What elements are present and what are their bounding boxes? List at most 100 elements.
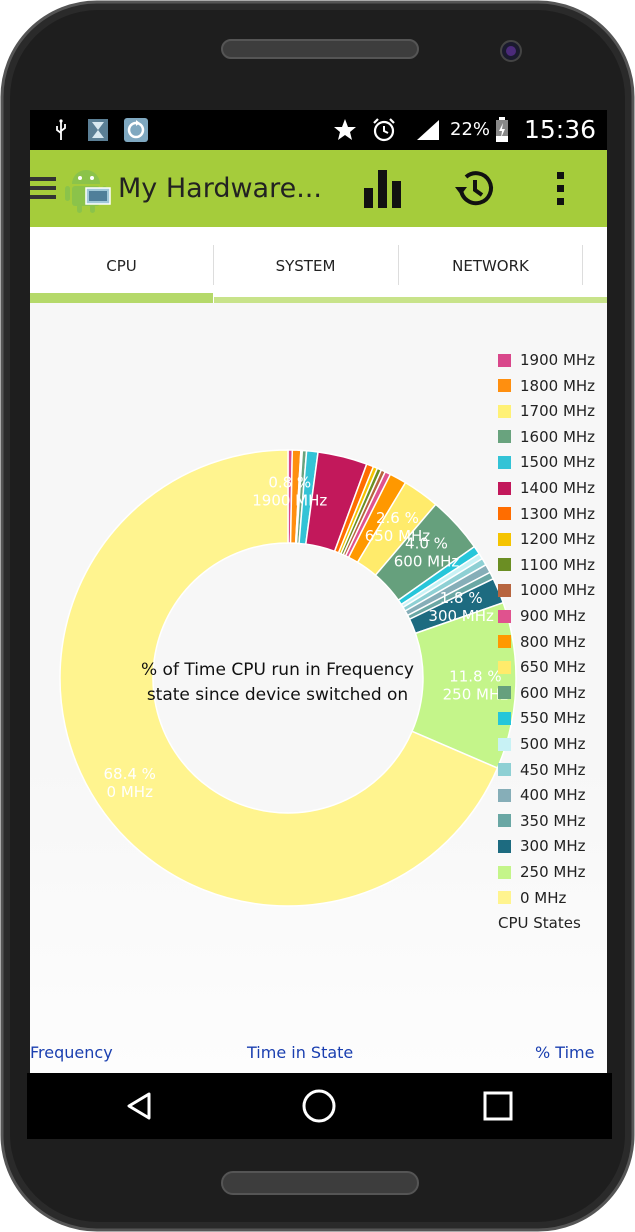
home-button[interactable] (301, 1088, 337, 1124)
hourglass-icon (86, 116, 110, 144)
legend-label: 1600 MHz (520, 427, 596, 446)
status-bar: 22% 15:36 (30, 110, 607, 150)
tab-system[interactable]: SYSTEM (275, 257, 336, 275)
legend-label: 0 MHz (520, 888, 567, 907)
tab-underline (214, 297, 607, 303)
column-header-time-in-state[interactable]: Time in State (247, 1043, 354, 1062)
legend-item: 500 MHz (498, 732, 586, 756)
legend-label: 500 MHz (520, 735, 586, 753)
tab-bar: CPU SYSTEM NETWORK (30, 227, 607, 303)
tab-cpu[interactable]: CPU (106, 257, 137, 275)
legend-swatch (498, 507, 511, 521)
legend-label: 1700 MHz (520, 402, 596, 421)
slice-label: 2.6 % (376, 509, 419, 527)
legend-swatch (498, 865, 511, 879)
legend-swatch (498, 455, 511, 469)
legend-swatch (498, 430, 511, 444)
legend-item: 1100 MHz (498, 553, 595, 577)
legend-label: 1300 MHz (520, 504, 596, 523)
legend-label: 350 MHz (520, 811, 586, 830)
legend-item: 1500 MHz (498, 450, 595, 474)
legend-label: 400 MHz (520, 786, 586, 805)
legend-label: 250 MHz (520, 863, 586, 881)
slice-label: 4.0 % (405, 535, 448, 553)
legend-swatch (498, 583, 511, 597)
slice-label: 300 MHz (428, 607, 494, 625)
device-screen: 22% 15:36 My Hardware... (30, 110, 607, 1073)
legend-item: 650 MHz (498, 655, 586, 679)
legend-swatch (498, 353, 511, 367)
legend-swatch (498, 686, 511, 700)
legend-label: 600 MHz (520, 683, 586, 702)
tab-network[interactable]: NETWORK (452, 257, 529, 275)
legend-label: 650 MHz (520, 658, 586, 677)
legend-item: 1400 MHz (498, 476, 595, 500)
column-header-frequency[interactable]: Frequency (30, 1043, 113, 1062)
active-tab-indicator (30, 293, 213, 303)
donut-hole (154, 544, 422, 812)
slice-label: 0 MHz (107, 783, 154, 801)
recents-button[interactable] (483, 1091, 513, 1121)
legend-swatch (498, 711, 511, 725)
android-logo-icon (64, 164, 112, 214)
legend-swatch (498, 839, 511, 853)
legend-label: 1200 MHz (520, 530, 596, 549)
legend-item: 0 MHz (498, 886, 566, 910)
legend-item: 900 MHz (498, 604, 586, 628)
back-button[interactable] (125, 1091, 155, 1121)
pie-slice[interactable] (59, 449, 499, 907)
battery-percent: 22% (450, 119, 491, 140)
legend-item: 800 MHz (498, 630, 586, 654)
legend-title-label: CPU States (498, 914, 581, 933)
legend-label: 1900 MHz (520, 351, 596, 369)
legend-swatch (498, 635, 511, 649)
legend-label: 800 MHz (520, 632, 586, 651)
chart-center-label: % of Time CPU run in Frequency state sin… (120, 658, 435, 708)
legend-label: 1000 MHz (520, 581, 596, 600)
bar-chart-icon[interactable] (362, 168, 404, 210)
legend-label: 550 MHz (520, 709, 586, 728)
legend-swatch (498, 763, 511, 777)
legend-swatch (498, 481, 511, 495)
legend-swatch (498, 558, 511, 572)
cpu-tab-content: 68.4 % 0 MHz 11.8 % 250 MHz 4.0 % 600 MHz 2.6 … (30, 303, 607, 1073)
legend-label: 1500 MHz (520, 453, 596, 472)
legend-item: 550 MHz (498, 706, 586, 730)
hamburger-menu-icon[interactable] (30, 177, 58, 201)
legend-label: 450 MHz (520, 760, 586, 779)
history-icon[interactable] (452, 167, 496, 211)
legend-item: 1600 MHz (498, 425, 595, 449)
legend-item: 300 MHz (498, 834, 586, 858)
cpu-states-donut-chart: 68.4 %0 MHz 11.8 %250 MHz 4.0 %600 MHz 2.6 … (59, 449, 517, 907)
legend-swatch (498, 404, 511, 418)
slice-label: 11.8 % (449, 667, 501, 685)
slice-label: 250 MHz (443, 685, 509, 703)
slice-label: 1.8 % (440, 589, 483, 607)
legend-swatch (498, 737, 511, 751)
star-icon (332, 116, 358, 144)
legend-item: 1200 MHz (498, 527, 595, 551)
tab-divider (582, 245, 583, 285)
legend-swatch (498, 660, 511, 674)
legend-item: 400 MHz (498, 783, 586, 807)
status-time: 15:36 (524, 115, 597, 144)
legend-item: 1800 MHz (498, 374, 595, 398)
legend-item: 350 MHz (498, 809, 586, 833)
usb-icon (50, 116, 72, 144)
legend-item: 250 MHz (498, 860, 586, 884)
sync-icon (122, 116, 150, 144)
legend-item: 1000 MHz (498, 578, 595, 602)
app-title: My Hardware... (118, 173, 322, 204)
battery-icon (494, 116, 510, 144)
slice-label: 650 MHz (365, 527, 431, 545)
legend-item: 450 MHz (498, 758, 586, 782)
legend-swatch (498, 532, 511, 546)
legend-item: 1900 MHz (498, 348, 595, 372)
overflow-menu-icon[interactable] (556, 170, 566, 208)
legend-swatch (498, 609, 511, 623)
legend-label: 300 MHz (520, 837, 586, 856)
column-header-percent-time[interactable]: % Time (535, 1043, 595, 1062)
slice-label: 68.4 % (104, 765, 156, 783)
legend-label: 1800 MHz (520, 376, 596, 395)
slice-label: 1900 MHz (252, 492, 327, 510)
